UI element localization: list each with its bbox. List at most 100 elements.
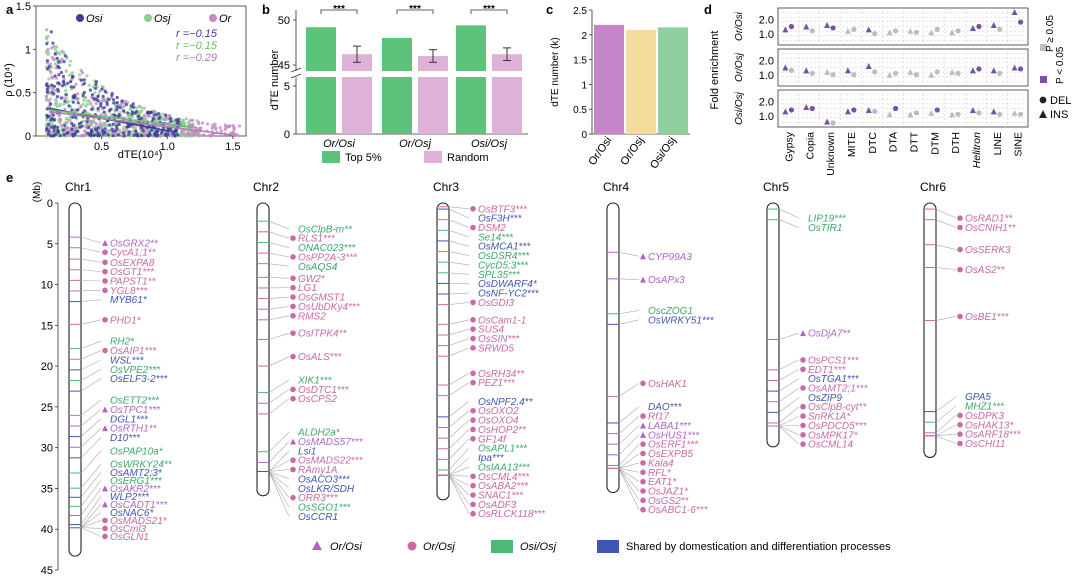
scatter-point [82, 98, 86, 102]
gene-label: OsVPE2*** [110, 365, 161, 376]
significance-bracket [396, 9, 434, 14]
del-marker [851, 72, 857, 78]
scatter-point [74, 115, 78, 119]
gene-label: OsEXPB5 [648, 449, 693, 460]
enrichment-row: 2.0 1.0 Or/Osi [734, 7, 1029, 46]
y-tick-label: 2.5 [573, 6, 587, 17]
scatter-point [118, 128, 122, 132]
gene-label: CycA1;1** [110, 248, 157, 259]
gene-label: ONAC023*** [298, 243, 356, 254]
gene-marker-circle [470, 492, 476, 498]
gene-label: OsMADS57*** [298, 437, 364, 448]
scatter-point [183, 132, 187, 136]
bar-top5 [306, 27, 336, 135]
gene-leader [268, 471, 290, 508]
panel-c-bars [594, 24, 688, 135]
ins-marker [803, 23, 810, 30]
gene-label: OsCML4*** [478, 472, 530, 483]
ins-marker [907, 27, 914, 34]
gene-leader [448, 240, 470, 247]
scatter-point [93, 125, 98, 129]
axis-break-mark-top [290, 67, 302, 73]
gene-label: OsNF-YC2*** [478, 289, 540, 300]
gene-leader [80, 418, 102, 437]
significance-stars: *** [409, 4, 421, 15]
gene-leader [268, 471, 290, 480]
scatter-point [191, 118, 195, 122]
scatter-point [74, 126, 78, 130]
gene-label: LABA1*** [648, 421, 692, 432]
gene-marker-circle [640, 469, 646, 476]
gene-label: OsClpB-cyt** [808, 402, 867, 413]
x-category-label: DTT [908, 131, 920, 152]
scatter-point [71, 115, 75, 119]
scatter-point [96, 106, 100, 111]
x-category-label: MITE [846, 132, 858, 157]
scatter-point [82, 90, 86, 95]
scatter-point [86, 99, 90, 103]
scatter-point [195, 131, 199, 135]
scatter-point [111, 122, 115, 126]
panel-c-label: c [546, 2, 553, 17]
y-tick-label: 45 [41, 565, 53, 577]
scatter-point [196, 127, 200, 131]
del-marker [809, 105, 815, 112]
ins-marker [886, 29, 893, 36]
scatter-point [110, 127, 114, 132]
scatter-point [68, 63, 72, 67]
scatter-point [53, 47, 57, 52]
scatter-point [83, 109, 87, 113]
scatter-point [94, 82, 98, 87]
gene-marker-circle [640, 478, 646, 485]
significance-bracket [320, 9, 358, 14]
gene-marker-circle [640, 497, 646, 504]
gene-label: OsSGO1*** [298, 503, 351, 514]
scatter-point [58, 104, 62, 108]
scatter-point [68, 118, 72, 123]
legend-label-random: Random [447, 152, 489, 164]
y-tick-label: 25 [41, 402, 53, 414]
gene-leader [778, 219, 800, 228]
gene-label: OsAPx3 [648, 275, 685, 286]
scatter-point [64, 69, 68, 73]
gene-label: OsCam1-1 [478, 315, 526, 326]
scatter-point [200, 121, 205, 125]
ins-marker [1011, 109, 1018, 116]
gene-leader [80, 437, 102, 459]
scatter-point [146, 110, 150, 114]
y-tick-label: 2.0 [759, 96, 774, 108]
scatter-point [128, 107, 132, 111]
gene-label: OsWRKY51*** [648, 315, 715, 326]
gene-leader [268, 471, 290, 489]
y-tick-label: 1.5 [16, 1, 31, 13]
scatter-point [74, 82, 78, 86]
gene-leader [618, 425, 640, 445]
gene-leader [80, 280, 102, 282]
gene-label: OsOXO2 [478, 406, 519, 417]
gene-marker-triangle [640, 253, 646, 260]
scatter-point [80, 124, 84, 128]
gene-label: MYB61* [110, 295, 148, 306]
y-tick-label: 0.5 [573, 105, 587, 116]
gene-label: OsMADS21* [110, 516, 168, 527]
panel-d-ylabel: Fold enrichment [709, 31, 721, 110]
gene-label: OsPAP10a* [110, 446, 164, 457]
scatter-point [70, 127, 74, 131]
panel-d-x-labels: Gypsy Copia Unknown MITE DTC DTA DTT DTM DTH Heli… [783, 131, 1024, 176]
scatter-point [107, 129, 111, 133]
scatter-point [232, 126, 236, 130]
scatter-point [218, 126, 222, 130]
scatter-point [53, 62, 57, 66]
fit-line [49, 110, 233, 136]
gene-label: OsDSR4*** [478, 251, 530, 262]
scatter-point [53, 52, 57, 56]
y-tick-label: 1.0 [759, 111, 774, 123]
del-marker [976, 23, 982, 30]
ins-marker [907, 68, 914, 75]
gene-leader [80, 527, 102, 537]
legend-label-top5: Top 5% [345, 152, 382, 164]
gene-leader [80, 464, 102, 489]
scatter-point [50, 75, 54, 79]
gene-leader [448, 251, 470, 256]
gene-label: OsLKR/SDH [298, 484, 355, 495]
